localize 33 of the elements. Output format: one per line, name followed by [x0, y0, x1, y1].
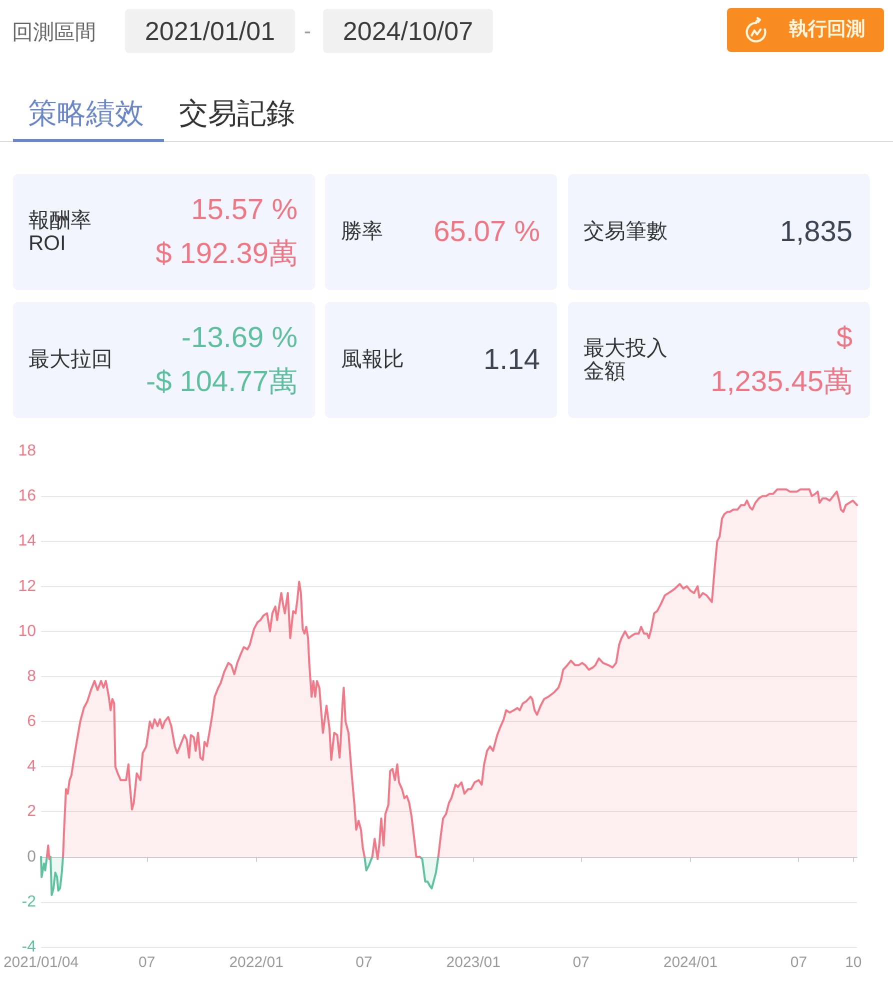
y-tick-label: 4	[27, 758, 36, 776]
text: 交易記錄	[179, 97, 295, 132]
x-tick-label: 07	[572, 954, 590, 971]
y-tick-label: 14	[18, 532, 36, 550]
text: 策略績效	[28, 97, 144, 132]
y-tick-label: 8	[27, 668, 36, 685]
x-tick-label: 07	[790, 954, 808, 971]
card: 勝率 65.07 %	[325, 174, 557, 290]
x-tick-label: 2022/01	[229, 954, 284, 971]
card: 最大拉回 -13.69 % -$ 104.77萬	[12, 302, 314, 418]
text: -	[304, 19, 311, 45]
x-tick-label: 2021/01/04	[3, 954, 79, 971]
date-field[interactable]: 2024/10/07	[323, 9, 493, 53]
y-tick-label: 18	[18, 442, 36, 460]
x-tick-label: 2024/01	[663, 954, 718, 971]
y-tick-label: 10	[18, 622, 36, 640]
card: 報酬率 ROI 15.57 % $ 192.39萬	[12, 174, 314, 290]
x-tick-label: 07	[356, 954, 372, 971]
y-tick-label: 16	[18, 488, 36, 505]
card: 交易筆數 1,835	[568, 174, 870, 290]
y-tick-label: 0	[27, 848, 36, 866]
card: 風報比 1.14	[325, 302, 557, 418]
y-tick-label: -4	[22, 938, 36, 956]
card: 最大投入金額 $ 1,235.45萬	[568, 302, 870, 418]
y-tick-label: 6	[27, 713, 36, 730]
text: 回測區間	[12, 20, 96, 46]
x-tick-label: 10	[845, 954, 862, 971]
y-tick-label: -2	[22, 893, 36, 910]
y-tick-label: 2	[27, 803, 36, 820]
x-tick-label: 2023/01	[446, 954, 500, 971]
x-tick-label: 07	[138, 954, 156, 971]
y-tick-label: 12	[18, 578, 36, 595]
date-field[interactable]: 2021/01/01	[125, 9, 295, 53]
